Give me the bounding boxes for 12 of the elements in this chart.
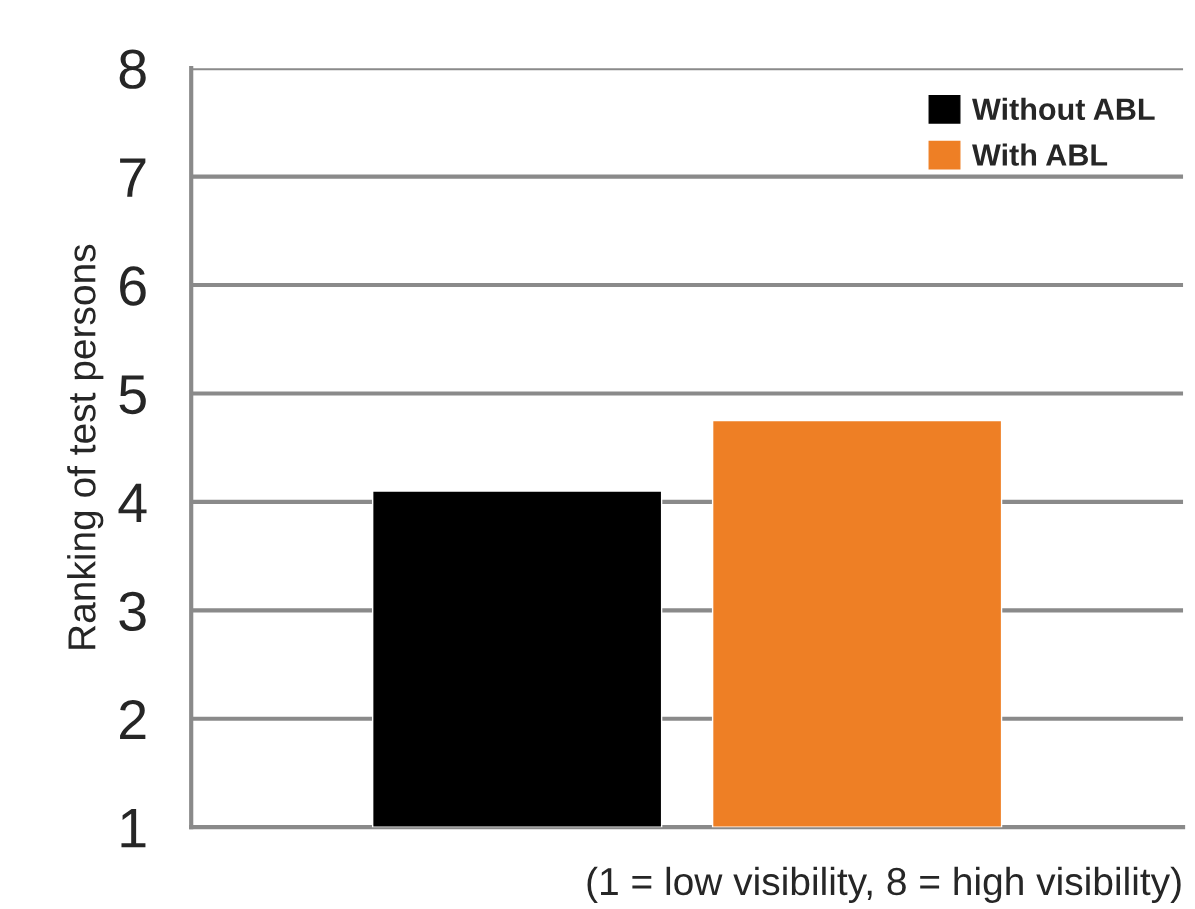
y-axis-title: Ranking of test persons	[67, 244, 104, 649]
y-tick-label: 5	[119, 375, 146, 415]
x-axis-title: (1 = low visibility, 8 = high visibility)	[587, 866, 1181, 904]
legend-label: With ABL	[972, 143, 1108, 166]
legend-label: Without ABL	[972, 97, 1155, 121]
y-tick-label: 3	[119, 591, 146, 632]
y-tick-label: 8	[119, 49, 146, 89]
y-tick-label: 7	[120, 158, 146, 197]
y-tick-label: 4	[118, 483, 147, 523]
y-tick-label: 2	[120, 700, 146, 739]
y-tick-label: 6	[120, 266, 146, 306]
y-tick-label: 1	[121, 809, 146, 848]
